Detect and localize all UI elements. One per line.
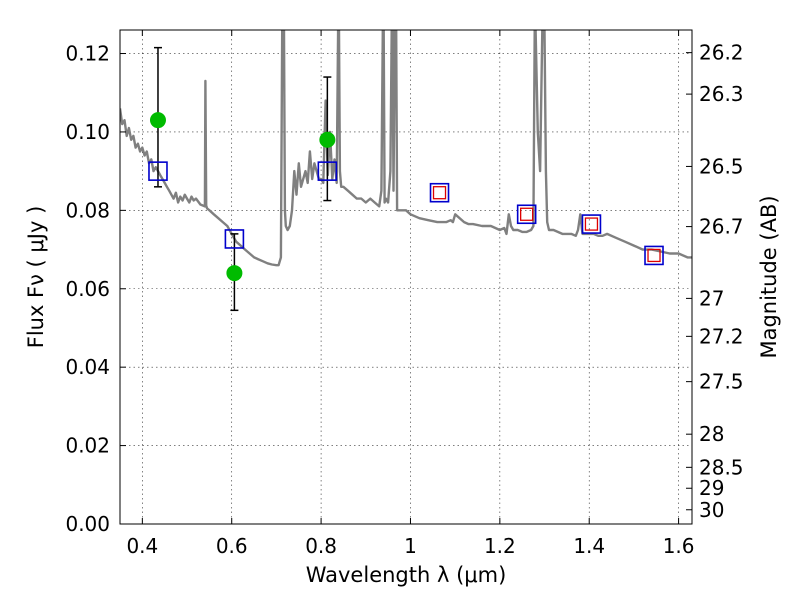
y2-tick-label: 26.3 (699, 82, 744, 106)
model-square (581, 214, 602, 234)
y2-tick-label: 26.5 (699, 154, 744, 178)
observed-point (319, 131, 336, 148)
y-tick-label: 0.08 (65, 198, 110, 222)
x-tick-label: 0.8 (305, 534, 337, 558)
model-square (224, 229, 245, 249)
x-tick-label: 0.6 (216, 534, 248, 558)
y2-tick-label: 29 (699, 476, 724, 500)
x-tick-label: 1.2 (484, 534, 516, 558)
model-square-ir (520, 207, 534, 221)
model-square-ir (647, 248, 661, 263)
model-square (644, 245, 664, 266)
y-axis-label: Flux Fν ( μJy ) (24, 206, 48, 349)
x-tick-label: 1 (404, 534, 417, 558)
spectrum-layer (120, 30, 692, 267)
y2-axis-label: Magnitude (AB) (757, 195, 781, 358)
x-tick-label: 0.4 (126, 534, 158, 558)
grid-lines (120, 30, 692, 524)
x-tick-label: 1.6 (663, 534, 695, 558)
model-square-ir (584, 217, 599, 231)
y-tick-label: 0.02 (65, 434, 110, 458)
points-layer (148, 112, 664, 282)
y-tick-label: 0.04 (65, 355, 110, 379)
y-tick-label: 0.06 (65, 277, 110, 301)
y2-tick-label: 27 (699, 286, 724, 310)
y-axis-ticks: 0.00 0.02 0.04 0.06 0.08 0.10 0.12 (65, 42, 126, 536)
y-tick-label: 0.12 (65, 42, 110, 66)
model-square (429, 182, 450, 203)
y-tick-label: 0.10 (65, 120, 110, 144)
y2-tick-label: 26.7 (699, 215, 744, 239)
y-tick-label: 0.00 (65, 512, 110, 536)
y2-tick-label: 26.2 (699, 41, 744, 65)
observed-point (226, 265, 243, 282)
observed-point (149, 112, 166, 129)
spectrum-line (120, 30, 692, 267)
y2-tick-label: 30 (699, 498, 724, 522)
plot-frame (119, 29, 693, 525)
y2-tick-label: 27.5 (699, 370, 744, 394)
model-square-ir (432, 186, 447, 200)
x-axis-label: Wavelength λ (μm) (306, 563, 507, 587)
y2-tick-label: 28.5 (699, 455, 744, 479)
x-tick-label: 1.4 (573, 534, 605, 558)
model-square (148, 161, 168, 181)
y2-tick-label: 28 (699, 422, 724, 446)
x-axis-ticks: 0.4 0.6 0.8 1 1.2 1.4 1.6 (126, 30, 695, 558)
model-square (516, 204, 537, 225)
model-square (317, 161, 338, 181)
y2-tick-label: 27.2 (699, 324, 744, 348)
